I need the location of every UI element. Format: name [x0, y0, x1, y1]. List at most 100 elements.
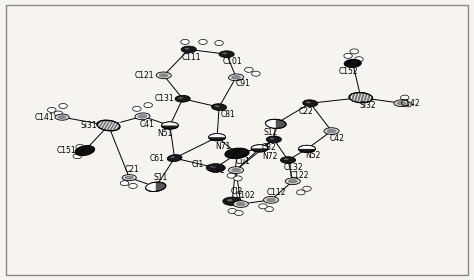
Text: C111: C111 [182, 53, 201, 62]
Ellipse shape [270, 138, 274, 139]
Circle shape [76, 144, 84, 150]
Text: Si32: Si32 [360, 101, 376, 110]
Ellipse shape [228, 167, 244, 173]
Circle shape [344, 53, 352, 58]
Ellipse shape [75, 146, 95, 155]
Text: C102: C102 [236, 191, 255, 200]
Text: S12: S12 [264, 128, 278, 137]
Circle shape [355, 57, 363, 62]
Ellipse shape [228, 74, 244, 81]
Ellipse shape [227, 199, 233, 201]
Text: N51: N51 [157, 129, 173, 138]
Text: C132: C132 [284, 162, 303, 172]
Ellipse shape [397, 101, 406, 105]
Ellipse shape [223, 197, 242, 206]
Ellipse shape [303, 100, 318, 107]
Text: C41: C41 [140, 120, 155, 129]
Text: C42: C42 [330, 134, 345, 143]
Text: C112: C112 [267, 188, 286, 197]
Ellipse shape [137, 114, 147, 118]
Ellipse shape [306, 102, 310, 103]
Circle shape [303, 186, 311, 191]
Ellipse shape [324, 128, 339, 134]
Ellipse shape [222, 53, 227, 54]
Text: Cu1: Cu1 [235, 157, 250, 166]
Ellipse shape [57, 115, 67, 119]
Ellipse shape [231, 168, 241, 172]
Circle shape [47, 108, 56, 112]
Text: C122: C122 [290, 171, 310, 179]
Ellipse shape [231, 75, 241, 80]
Ellipse shape [285, 178, 301, 185]
Ellipse shape [146, 182, 166, 192]
Ellipse shape [209, 134, 226, 141]
Ellipse shape [181, 46, 196, 53]
Text: C21: C21 [124, 165, 139, 174]
Ellipse shape [344, 59, 361, 67]
Text: C22: C22 [298, 106, 313, 116]
Ellipse shape [175, 95, 190, 102]
Text: C81: C81 [220, 109, 235, 119]
Ellipse shape [159, 73, 169, 78]
Ellipse shape [236, 202, 246, 206]
Ellipse shape [122, 174, 137, 181]
Ellipse shape [185, 48, 189, 50]
Circle shape [245, 67, 253, 72]
Text: C121: C121 [135, 71, 155, 80]
Circle shape [199, 39, 207, 45]
Ellipse shape [225, 148, 249, 158]
Ellipse shape [233, 201, 248, 207]
Text: C141: C141 [34, 113, 54, 122]
Ellipse shape [215, 106, 219, 107]
Circle shape [235, 211, 243, 216]
Text: C91: C91 [236, 79, 251, 88]
Ellipse shape [349, 93, 373, 103]
Text: C152: C152 [338, 67, 358, 76]
Polygon shape [251, 145, 268, 148]
Ellipse shape [210, 166, 216, 168]
Ellipse shape [288, 179, 298, 183]
Text: C131: C131 [155, 94, 174, 103]
Circle shape [401, 95, 409, 100]
Polygon shape [146, 182, 156, 191]
Circle shape [144, 103, 153, 108]
Circle shape [129, 183, 137, 188]
Ellipse shape [55, 114, 69, 120]
Circle shape [227, 173, 236, 178]
Ellipse shape [156, 72, 171, 79]
Ellipse shape [281, 157, 296, 164]
Circle shape [404, 102, 412, 107]
Ellipse shape [206, 164, 225, 172]
Ellipse shape [211, 104, 227, 111]
Polygon shape [161, 122, 178, 125]
Circle shape [73, 154, 82, 159]
Text: Cl2: Cl2 [231, 187, 243, 196]
Text: C101: C101 [222, 57, 242, 66]
Circle shape [265, 207, 273, 212]
Ellipse shape [299, 145, 316, 153]
Text: N52: N52 [305, 151, 320, 160]
Polygon shape [265, 119, 276, 128]
Text: C151: C151 [57, 146, 77, 155]
Text: C61: C61 [149, 154, 164, 163]
Ellipse shape [161, 122, 178, 129]
Ellipse shape [266, 198, 276, 202]
Ellipse shape [251, 145, 268, 152]
Ellipse shape [394, 100, 409, 107]
Circle shape [297, 190, 305, 195]
Ellipse shape [171, 156, 175, 158]
Text: C82: C82 [262, 143, 276, 152]
Circle shape [120, 181, 129, 186]
Polygon shape [299, 145, 316, 149]
Circle shape [79, 150, 88, 155]
Text: Si31: Si31 [80, 121, 97, 130]
Ellipse shape [135, 113, 150, 120]
Ellipse shape [284, 158, 288, 160]
Ellipse shape [179, 97, 183, 99]
Circle shape [259, 204, 267, 209]
Ellipse shape [97, 120, 120, 131]
Circle shape [181, 39, 189, 45]
Text: Cl1: Cl1 [191, 160, 204, 169]
Ellipse shape [219, 51, 234, 57]
Ellipse shape [264, 197, 279, 203]
